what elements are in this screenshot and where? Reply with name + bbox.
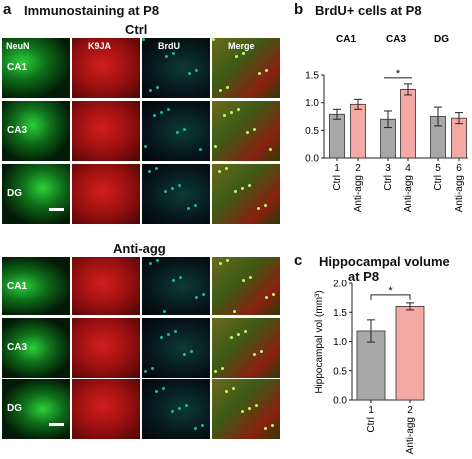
x-tick-label: 1 bbox=[368, 405, 374, 416]
micrograph-antiagg-ca3-merge bbox=[212, 318, 280, 378]
micrograph-antiagg-ca1-neun: CA1 bbox=[2, 257, 70, 315]
region-label: CA1 bbox=[7, 281, 28, 292]
panel-c-letter: c bbox=[294, 252, 303, 269]
micrograph-antiagg-ca3-k9ja bbox=[72, 318, 140, 378]
region-label: DG bbox=[7, 403, 22, 414]
micrograph-antiagg-dg-k9ja bbox=[72, 379, 140, 439]
bar bbox=[329, 113, 345, 159]
y-axis-title: Hippocampal vol (mm³) bbox=[314, 290, 325, 393]
y-tick-label: 2.0 bbox=[333, 280, 347, 290]
micrograph-antiagg-dg-brdu bbox=[142, 379, 210, 439]
x-group-label: Anti-agg bbox=[454, 175, 465, 212]
brdu-bar-chart: 0.00.51.01.51Ctrl2Anti-agg3Ctrl4Anti-agg… bbox=[305, 34, 468, 212]
y-tick-label: 1.0 bbox=[333, 337, 347, 348]
group-title-ctrl: Ctrl bbox=[125, 22, 148, 37]
micrograph-ctrl-ca1-brdu: BrdU bbox=[142, 38, 210, 98]
micrograph-ctrl-ca3-merge bbox=[212, 101, 280, 161]
significance-label: * bbox=[388, 285, 393, 297]
panel-b-letter: b bbox=[294, 1, 304, 18]
micrograph-ctrl-ca3-brdu bbox=[142, 101, 210, 161]
significance-bracket bbox=[370, 294, 411, 300]
region-label-ca1: CA1 bbox=[336, 34, 356, 45]
panel-c-title-line2: at P8 bbox=[348, 269, 380, 284]
bar bbox=[350, 103, 366, 159]
micrograph-ctrl-ca1-neun: NeuN CA1 bbox=[2, 38, 70, 98]
y-tick-label: 0.0 bbox=[305, 154, 319, 165]
micrograph-antiagg-ca1-k9ja bbox=[72, 257, 140, 315]
x-tick-label: 5 bbox=[435, 163, 441, 174]
column-header: K9JA bbox=[88, 41, 112, 51]
x-group-label: Ctrl bbox=[332, 175, 343, 191]
x-tick-label: 4 bbox=[405, 163, 411, 174]
x-group-label: Anti-agg bbox=[405, 417, 416, 454]
x-group-label: Ctrl bbox=[366, 417, 377, 433]
micrograph-antiagg-dg-merge bbox=[212, 379, 280, 439]
region-label-dg: DG bbox=[434, 34, 449, 45]
scale-bar bbox=[49, 208, 64, 211]
x-group-label: Ctrl bbox=[433, 175, 444, 191]
micrograph-ctrl-dg-brdu bbox=[142, 164, 210, 224]
x-tick-label: 3 bbox=[385, 163, 391, 174]
significance-label: * bbox=[396, 68, 401, 80]
x-tick-label: 1 bbox=[334, 163, 340, 174]
column-header: BrdU bbox=[158, 41, 180, 51]
micrograph-antiagg-ca1-merge bbox=[212, 257, 280, 315]
micrograph-ctrl-dg-neun: DG bbox=[2, 164, 70, 224]
column-header: Merge bbox=[228, 41, 255, 51]
y-tick-label: 1.5 bbox=[305, 71, 319, 82]
x-tick-label: 2 bbox=[355, 163, 361, 174]
x-tick-label: 2 bbox=[407, 405, 413, 416]
bar bbox=[400, 88, 416, 159]
micrograph-antiagg-dg-neun: DG bbox=[2, 379, 70, 439]
panel-b-title: BrdU+ cells at P8 bbox=[315, 3, 422, 18]
x-group-label: Anti-agg bbox=[403, 175, 414, 212]
y-tick-label: 1.5 bbox=[333, 308, 347, 319]
micrograph-ctrl-dg-k9ja bbox=[72, 164, 140, 224]
scale-bar bbox=[49, 423, 64, 426]
micrograph-ctrl-dg-merge bbox=[212, 164, 280, 224]
micrograph-ctrl-ca1-merge: Merge bbox=[212, 38, 280, 98]
bar bbox=[395, 305, 425, 401]
panel-a-letter: a bbox=[3, 1, 12, 18]
panel-c-title-line1: Hippocampal volume bbox=[319, 254, 450, 269]
micrograph-antiagg-ca3-brdu bbox=[142, 318, 210, 378]
region-label: CA3 bbox=[7, 125, 28, 136]
region-label: CA1 bbox=[7, 62, 28, 73]
y-tick-label: 0.5 bbox=[305, 126, 319, 137]
group-title-antiagg: Anti-agg bbox=[113, 241, 166, 256]
y-tick-label: 0.0 bbox=[333, 396, 347, 407]
region-label: CA3 bbox=[7, 342, 28, 353]
micrograph-antiagg-ca3-neun: CA3 bbox=[2, 318, 70, 378]
x-group-label: Anti-agg bbox=[353, 175, 364, 212]
y-tick-label: 0.5 bbox=[333, 366, 347, 377]
micrograph-ctrl-ca1-k9ja: K9JA bbox=[72, 38, 140, 98]
x-tick-label: 6 bbox=[456, 163, 462, 174]
panel-a-title: Immunostaining at P8 bbox=[24, 3, 160, 18]
micrograph-antiagg-ca1-brdu bbox=[142, 257, 210, 315]
y-tick-label: 1.0 bbox=[305, 98, 319, 109]
micrograph-ctrl-ca3-neun: CA3 bbox=[2, 101, 70, 161]
column-header: NeuN bbox=[6, 41, 30, 51]
x-group-label: Ctrl bbox=[383, 175, 394, 191]
region-label: DG bbox=[7, 188, 22, 199]
region-label-ca3: CA3 bbox=[386, 34, 406, 45]
micrograph-ctrl-ca3-k9ja bbox=[72, 101, 140, 161]
